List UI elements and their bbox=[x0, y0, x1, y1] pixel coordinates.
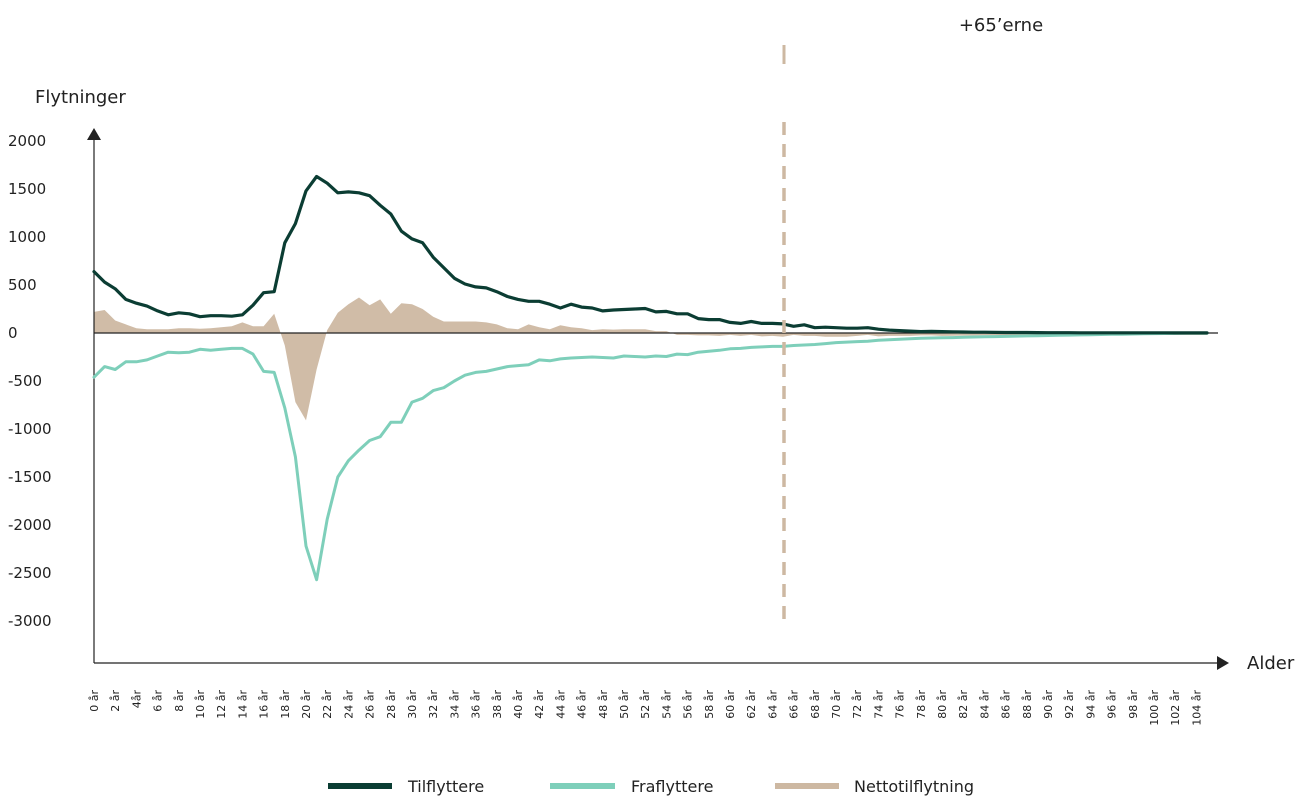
x-tick-label: 32 år bbox=[427, 690, 440, 719]
x-tick-labels: 0 år 2 år 4år 6 år 8 år 10 år 12 år 14 år 16 år 1… bbox=[88, 690, 1203, 726]
y-tick-label: -2500 bbox=[8, 564, 52, 582]
lines-layer bbox=[92, 174, 1209, 582]
x-tick-label: 98 år bbox=[1127, 690, 1140, 719]
y-tick-label: 2000 bbox=[8, 132, 46, 150]
x-tick-label: 30 år bbox=[406, 690, 419, 719]
legend-item-fraflyttere: Fraflyttere bbox=[550, 777, 713, 796]
y-tick-label: -1000 bbox=[8, 420, 52, 438]
x-tick-label: 104 år bbox=[1190, 690, 1203, 726]
x-tick-label: 72 år bbox=[851, 690, 864, 719]
x-tick-label: 18 år bbox=[279, 690, 292, 719]
x-tick-label: 50 år bbox=[618, 690, 631, 719]
x-tick-label: 6 år bbox=[152, 690, 165, 712]
x-tick-label: 70 år bbox=[830, 690, 843, 719]
x-tick-label: 52 år bbox=[639, 690, 652, 719]
x-tick-label: 24 år bbox=[342, 690, 355, 719]
x-tick-label: 44 år bbox=[554, 690, 567, 719]
y-tick-label: 0 bbox=[8, 324, 18, 342]
x-tick-label: 16 år bbox=[258, 690, 271, 719]
x-tick-label: 10 år bbox=[194, 690, 207, 719]
x-tick-label: 54 år bbox=[660, 690, 673, 719]
x-tick-label: 2 år bbox=[109, 690, 122, 712]
x-tick-label: 80 år bbox=[936, 690, 949, 719]
x-tick-label: 8 år bbox=[173, 690, 186, 712]
x-tick-label: 84 år bbox=[978, 690, 991, 719]
legend-item-tilflyttere: Tilflyttere bbox=[328, 777, 484, 796]
x-tick-label: 20 år bbox=[300, 690, 313, 719]
series-line-tilflyttere bbox=[92, 174, 1209, 335]
x-tick-label: 46 år bbox=[576, 690, 589, 719]
x-tick-label: 82 år bbox=[957, 690, 970, 719]
x-tick-label: 26 år bbox=[364, 690, 377, 719]
legend-label-tilflyttere: Tilflyttere bbox=[407, 777, 484, 796]
series-line-fraflyttere bbox=[92, 331, 1209, 582]
y-axis-label: Flytninger bbox=[35, 87, 126, 108]
x-tick-label: 56 år bbox=[682, 690, 695, 719]
y-tick-label: -1500 bbox=[8, 468, 52, 486]
x-tick-label: 4år bbox=[130, 690, 143, 709]
x-tick-label: 28 år bbox=[385, 690, 398, 719]
x-tick-label: 100 år bbox=[1148, 690, 1161, 726]
x-tick-label: 34 år bbox=[448, 690, 461, 719]
y-tick-label: -500 bbox=[8, 372, 42, 390]
annotation-label: +65’erne bbox=[959, 15, 1043, 36]
area-layer bbox=[94, 297, 1207, 421]
x-tick-label: 38 år bbox=[491, 690, 504, 719]
y-tick-label: 1500 bbox=[8, 180, 46, 198]
x-tick-label: 86 år bbox=[1000, 690, 1013, 719]
x-tick-label: 42 år bbox=[533, 690, 546, 719]
x-tick-label: 12 år bbox=[215, 690, 228, 719]
series-area-nettotilflytning bbox=[94, 297, 1207, 421]
x-tick-label: 78 år bbox=[915, 690, 928, 719]
x-tick-label: 66 år bbox=[788, 690, 801, 719]
y-axis-arrow bbox=[87, 128, 101, 140]
x-tick-label: 60 år bbox=[724, 690, 737, 719]
x-axis-arrow bbox=[1217, 656, 1229, 670]
x-tick-label: 102 år bbox=[1169, 690, 1182, 726]
legend-item-nettotilflytning: Nettotilflytning bbox=[775, 777, 974, 796]
x-tick-label: 58 år bbox=[703, 690, 716, 719]
x-tick-label: 74 år bbox=[872, 690, 885, 719]
legend-label-nettotilflytning: Nettotilflytning bbox=[854, 777, 974, 796]
x-tick-label: 88 år bbox=[1021, 690, 1034, 719]
x-tick-label: 36 år bbox=[470, 690, 483, 719]
legend-label-fraflyttere: Fraflyttere bbox=[631, 777, 713, 796]
x-tick-label: 48 år bbox=[597, 690, 610, 719]
x-tick-label: 90 år bbox=[1042, 690, 1055, 719]
x-tick-label: 64 år bbox=[766, 690, 779, 719]
legend-swatch-tilflyttere bbox=[328, 783, 392, 789]
y-tick-label: -2000 bbox=[8, 516, 52, 534]
annotation-layer: +65’erne bbox=[782, 15, 1222, 624]
legend-swatch-fraflyttere bbox=[550, 783, 615, 789]
axes-layer bbox=[87, 128, 1229, 670]
x-axis-label: Alder bbox=[1247, 653, 1295, 674]
x-tick-label: 62 år bbox=[745, 690, 758, 719]
y-tick-label: 1000 bbox=[8, 228, 46, 246]
x-tick-label: 94 år bbox=[1084, 690, 1097, 719]
x-tick-label: 76 år bbox=[894, 690, 907, 719]
x-tick-label: 22 år bbox=[321, 690, 334, 719]
y-tick-label: -3000 bbox=[8, 612, 52, 630]
x-tick-label: 14 år bbox=[236, 690, 249, 719]
legend: Tilflyttere Fraflyttere Nettotilflytning bbox=[328, 777, 974, 796]
x-tick-label: 92 år bbox=[1063, 690, 1076, 719]
x-tick-label: 0 år bbox=[88, 690, 101, 712]
legend-swatch-nettotilflytning bbox=[775, 783, 839, 789]
x-tick-label: 68 år bbox=[809, 690, 822, 719]
x-tick-label: 96 år bbox=[1106, 690, 1119, 719]
x-tick-label: 40 år bbox=[512, 690, 525, 719]
y-tick-label: 500 bbox=[8, 276, 37, 294]
y-tick-labels: 2000 1500 1000 500 0 -500 -1000 -1500 -2000 -2500… bbox=[8, 132, 52, 630]
